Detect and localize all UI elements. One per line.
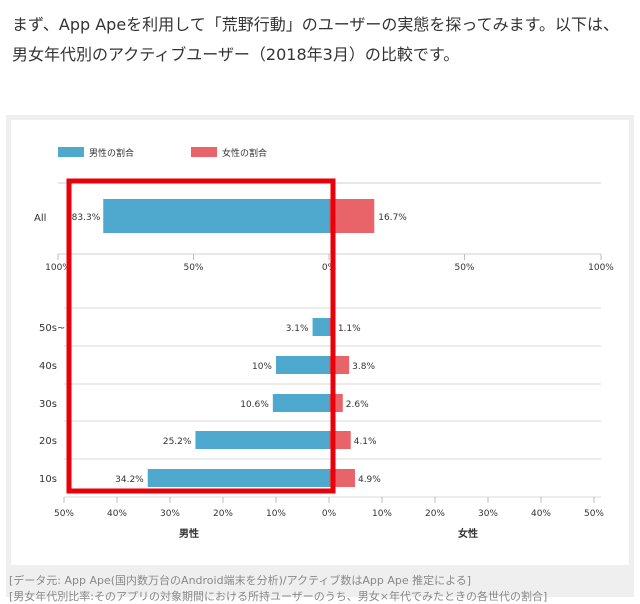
category-label-50s-plus: 50s~ xyxy=(39,323,65,334)
x-axis-label-female: 女性 xyxy=(458,527,478,540)
data-label-male-40s: 10% xyxy=(252,362,272,372)
bar-male-10s xyxy=(147,469,329,487)
data-label-female-10s: 4.9% xyxy=(358,475,381,485)
bar-male-30s xyxy=(272,394,329,412)
bar-male-40s xyxy=(276,356,329,374)
bottom-tick-label: 30% xyxy=(160,509,180,519)
intro-paragraph: まず、App Apeを利用して「荒野行動」のユーザーの実態を探ってみます。以下は… xyxy=(12,15,619,64)
top-tick-label: 100% xyxy=(588,263,614,273)
bottom-tick-label: 40% xyxy=(107,509,127,519)
legend-label-male: 男性の割合 xyxy=(89,147,134,159)
data-label-female-20s: 4.1% xyxy=(354,437,377,447)
legend-swatch-male xyxy=(58,147,84,157)
data-source-caption: [データ元: App Ape(国内数万台のAndroid端末を分析)/アクティブ… xyxy=(9,574,472,587)
category-label-30s: 30s xyxy=(39,399,57,410)
bar-male-50s~ xyxy=(312,318,329,336)
legend-swatch-female xyxy=(191,147,217,157)
data-label-female-all: 16.7% xyxy=(378,213,407,223)
data-label-male-all: 83.3% xyxy=(72,213,101,223)
bar-male-all xyxy=(103,199,329,233)
category-label-20s: 20s xyxy=(39,436,57,447)
bottom-tick-label: 50% xyxy=(584,509,604,519)
bar-male-20s xyxy=(195,431,329,449)
bar-female-all xyxy=(329,199,375,233)
highlight-box xyxy=(66,178,336,494)
category-label-40s: 40s xyxy=(39,361,57,372)
x-axis-label-male: 男性 xyxy=(179,527,199,540)
legend-label-female: 女性の割合 xyxy=(222,147,267,159)
bottom-tick-label: 0% xyxy=(322,509,337,519)
chart-svg: 男性の割合 女性の割合 All 83.3% 16.7% 100% 50% 0% 50% 100% 5… xyxy=(11,120,629,565)
top-tick-label: 50% xyxy=(183,263,203,273)
plot-background xyxy=(11,120,629,565)
data-label-female-30s: 2.6% xyxy=(346,400,369,410)
data-label-male-20s: 25.2% xyxy=(163,437,192,447)
data-label-male-50s~: 3.1% xyxy=(286,324,309,334)
bottom-tick-label: 10% xyxy=(372,509,392,519)
bottom-tick-label: 50% xyxy=(54,509,74,519)
bottom-tick-label: 40% xyxy=(531,509,551,519)
ratio-definition-caption: [男女年代別比率:そのアプリの対象期間における所持ユーザーのうち、男女×年代でみ… xyxy=(9,590,548,603)
bottom-tick-label: 30% xyxy=(478,509,498,519)
top-tick-label: 0% xyxy=(322,263,337,273)
data-label-male-30s: 10.6% xyxy=(240,400,269,410)
top-category-label: All xyxy=(34,213,46,224)
data-label-female-50s~: 1.1% xyxy=(338,324,361,334)
category-label-10s: 10s xyxy=(39,474,57,485)
bottom-tick-label: 20% xyxy=(425,509,445,519)
top-tick-label: 100% xyxy=(45,263,71,273)
bottom-tick-label: 20% xyxy=(213,509,233,519)
bottom-tick-label: 10% xyxy=(266,509,286,519)
chart-panel: 男性の割合 女性の割合 All 83.3% 16.7% 100% 50% 0% 50% 100% 5… xyxy=(6,115,634,597)
data-label-female-40s: 3.8% xyxy=(352,362,375,372)
data-label-male-10s: 34.2% xyxy=(115,475,144,485)
top-tick-label: 50% xyxy=(454,263,474,273)
